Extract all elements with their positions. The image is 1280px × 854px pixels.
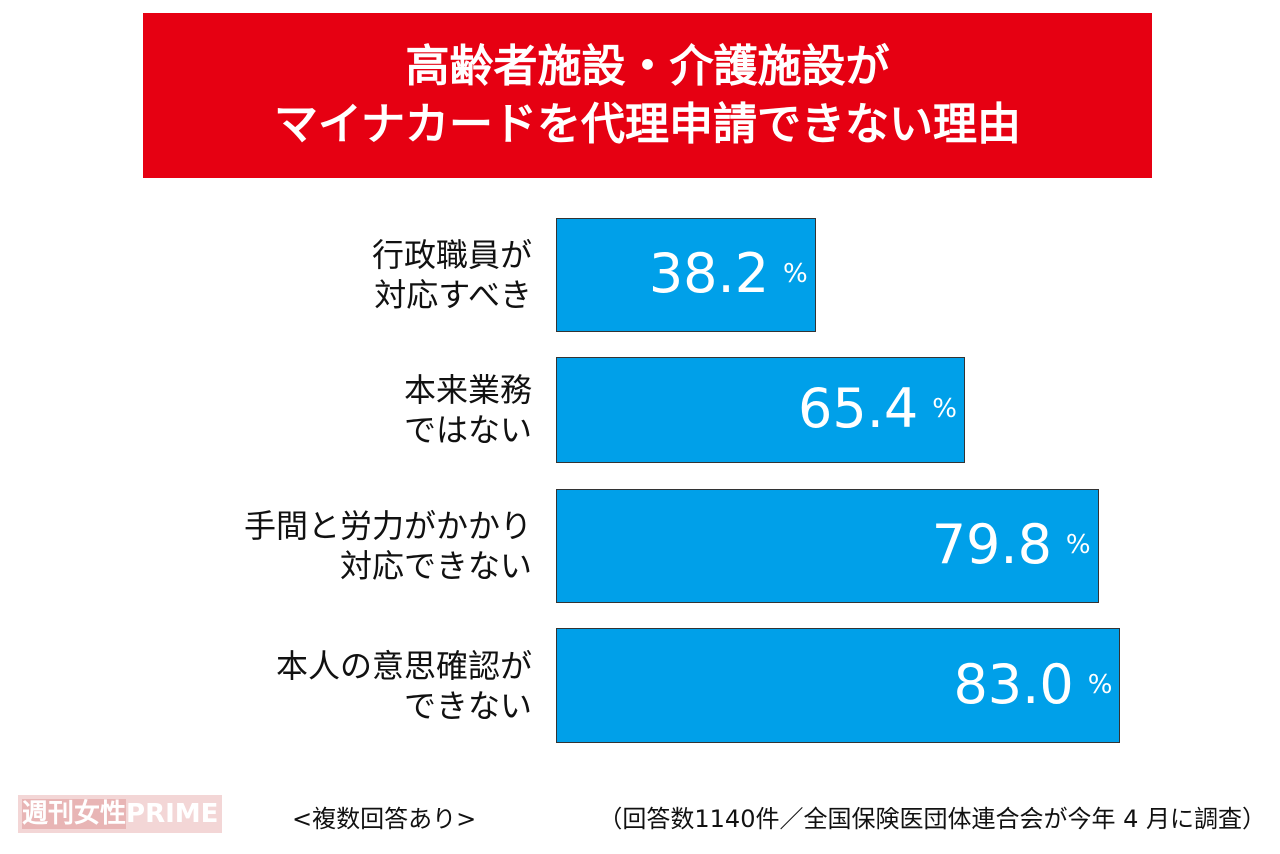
category-label: 本来業務 ではない: [403, 371, 532, 449]
category-label: 本人の意思確認が できない: [275, 646, 532, 725]
source: （回答数1140件／全国保険医団体連合会が今年 4 月に調査）: [598, 805, 1266, 833]
category-label: 行政職員が 対応すべき: [371, 236, 532, 314]
value: 38.2: [648, 242, 770, 305]
data-label: 38.2%: [649, 247, 808, 301]
data-label: 79.8%: [932, 518, 1091, 572]
logo-jp: 週刊女性: [22, 799, 127, 829]
category-label: 手間と労力がかかり 対応できない: [243, 507, 532, 585]
bar-chart: 38.2% 行政職員が 対応すべき 65.4% 本来業務 ではない 79.8% 手間と労力…: [243, 218, 1121, 743]
value: 79.8: [931, 513, 1052, 576]
note: <複数回答あり>: [292, 805, 477, 833]
unit: %: [1065, 530, 1091, 560]
publisher-logo: 週刊女性PRIME: [18, 795, 223, 833]
value: 65.4: [798, 377, 919, 440]
data-label: 83.0%: [953, 657, 1113, 712]
title-line-2: マイナカードを代理申請できない理由: [273, 98, 1022, 150]
bar: [556, 218, 816, 332]
unit: %: [783, 259, 808, 289]
bar: [556, 489, 1099, 603]
value: 83.0: [953, 652, 1074, 716]
data-label: 65.4%: [798, 382, 957, 436]
bar: [556, 357, 965, 463]
bar: [556, 628, 1121, 743]
title-line-1: 高齢者施設・介護施設が: [405, 40, 890, 92]
chart-title: 高齢者施設・介護施設が マイナカードを代理申請できない理由: [143, 13, 1152, 178]
unit: %: [1087, 669, 1113, 700]
logo-en: PRIME: [126, 799, 219, 829]
footer: 週刊女性PRIME <複数回答あり> （回答数1140件／全国保険医団体連合会が…: [0, 795, 1280, 835]
unit: %: [932, 394, 957, 424]
